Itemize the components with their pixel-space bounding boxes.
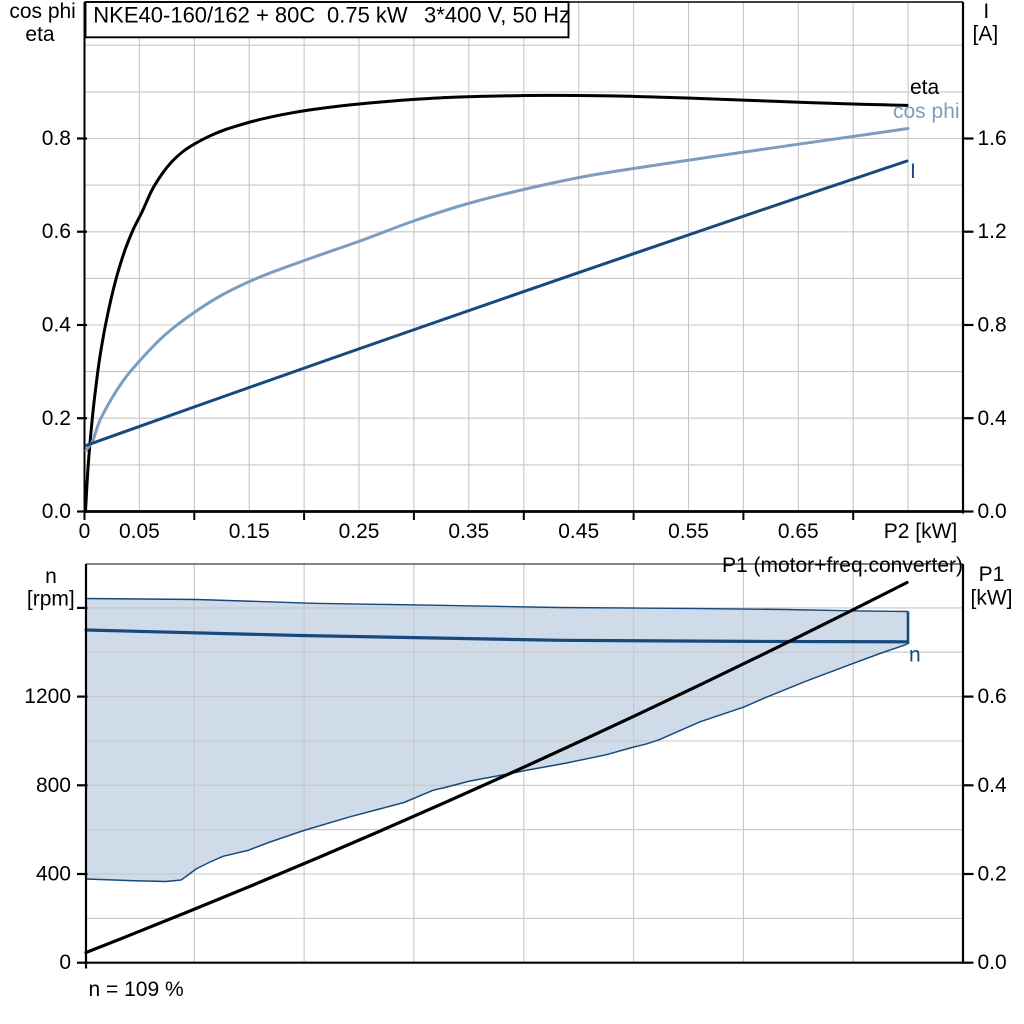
svg-text:0.4: 0.4	[978, 774, 1008, 797]
svg-text:0.35: 0.35	[448, 520, 489, 543]
svg-text:0.0: 0.0	[978, 500, 1007, 523]
svg-text:0.0: 0.0	[978, 951, 1007, 974]
svg-text:0.65: 0.65	[778, 520, 819, 543]
svg-text:0: 0	[79, 520, 91, 543]
svg-text:0.2: 0.2	[978, 863, 1007, 886]
svg-text:[rpm]: [rpm]	[27, 588, 75, 611]
svg-text:eta: eta	[910, 76, 940, 99]
svg-text:0.15: 0.15	[229, 520, 270, 543]
svg-text:0: 0	[59, 951, 71, 974]
svg-text:eta: eta	[25, 23, 55, 46]
svg-text:0.2: 0.2	[42, 407, 71, 430]
svg-text:1200: 1200	[24, 685, 71, 708]
svg-text:[kW]: [kW]	[971, 587, 1013, 610]
svg-text:NKE40-160/162 + 80C: NKE40-160/162 + 80C	[93, 3, 315, 28]
svg-text:1.2: 1.2	[978, 220, 1007, 243]
svg-text:P1: P1	[979, 563, 1005, 586]
svg-text:0.55: 0.55	[668, 520, 709, 543]
svg-text:0.25: 0.25	[339, 520, 380, 543]
svg-text:800: 800	[36, 774, 71, 797]
svg-text:I: I	[910, 160, 916, 183]
svg-text:P1 (motor+freq.converter): P1 (motor+freq.converter)	[722, 554, 963, 577]
svg-text:0.8: 0.8	[978, 314, 1007, 337]
svg-text:n: n	[45, 565, 57, 588]
svg-text:3*400 V, 50 Hz: 3*400 V, 50 Hz	[424, 3, 570, 28]
svg-text:cos phi: cos phi	[893, 100, 960, 123]
svg-text:0.6: 0.6	[978, 685, 1007, 708]
svg-text:0.4: 0.4	[978, 407, 1008, 430]
svg-text:cos phi: cos phi	[9, 0, 76, 23]
svg-text:n: n	[909, 644, 921, 667]
svg-text:I: I	[983, 0, 989, 23]
svg-text:n = 109 %: n = 109 %	[89, 978, 184, 1001]
svg-text:0.6: 0.6	[42, 220, 71, 243]
svg-text:0.8: 0.8	[42, 127, 71, 150]
svg-text:0.45: 0.45	[558, 520, 599, 543]
svg-text:0.05: 0.05	[119, 520, 160, 543]
svg-text:400: 400	[36, 863, 71, 886]
svg-text:0.75 kW: 0.75 kW	[327, 3, 408, 28]
svg-text:0.0: 0.0	[42, 500, 71, 523]
svg-text:1.6: 1.6	[978, 127, 1007, 150]
svg-text:P2 [kW]: P2 [kW]	[884, 520, 958, 543]
svg-text:0.4: 0.4	[42, 314, 72, 337]
svg-text:[A]: [A]	[973, 23, 999, 46]
